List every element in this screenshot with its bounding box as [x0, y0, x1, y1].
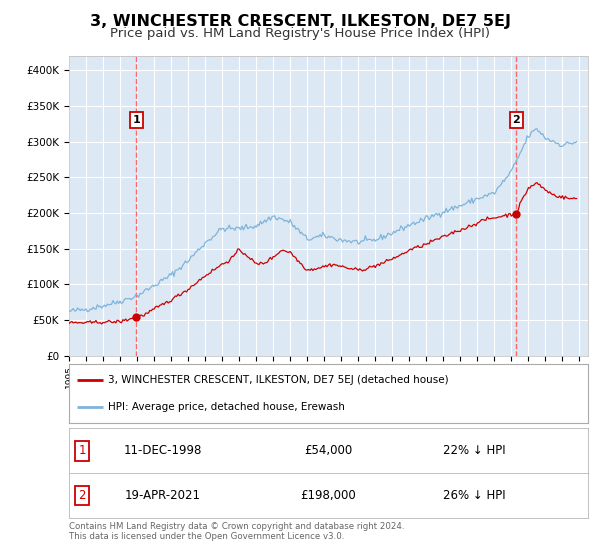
Text: 22% ↓ HPI: 22% ↓ HPI [443, 444, 505, 458]
Text: 19-APR-2021: 19-APR-2021 [124, 489, 200, 502]
Text: 2: 2 [78, 489, 86, 502]
Text: 1: 1 [78, 444, 86, 458]
Text: 3, WINCHESTER CRESCENT, ILKESTON, DE7 5EJ: 3, WINCHESTER CRESCENT, ILKESTON, DE7 5E… [89, 14, 511, 29]
Text: 26% ↓ HPI: 26% ↓ HPI [443, 489, 505, 502]
Text: £198,000: £198,000 [301, 489, 356, 502]
Text: 1: 1 [133, 115, 140, 125]
Text: Contains HM Land Registry data © Crown copyright and database right 2024.
This d: Contains HM Land Registry data © Crown c… [69, 522, 404, 542]
Text: 11-DEC-1998: 11-DEC-1998 [123, 444, 202, 458]
Text: 3, WINCHESTER CRESCENT, ILKESTON, DE7 5EJ (detached house): 3, WINCHESTER CRESCENT, ILKESTON, DE7 5E… [108, 375, 449, 385]
Text: 2: 2 [512, 115, 520, 125]
Text: Price paid vs. HM Land Registry's House Price Index (HPI): Price paid vs. HM Land Registry's House … [110, 27, 490, 40]
Text: £54,000: £54,000 [304, 444, 353, 458]
Text: HPI: Average price, detached house, Erewash: HPI: Average price, detached house, Erew… [108, 402, 345, 412]
